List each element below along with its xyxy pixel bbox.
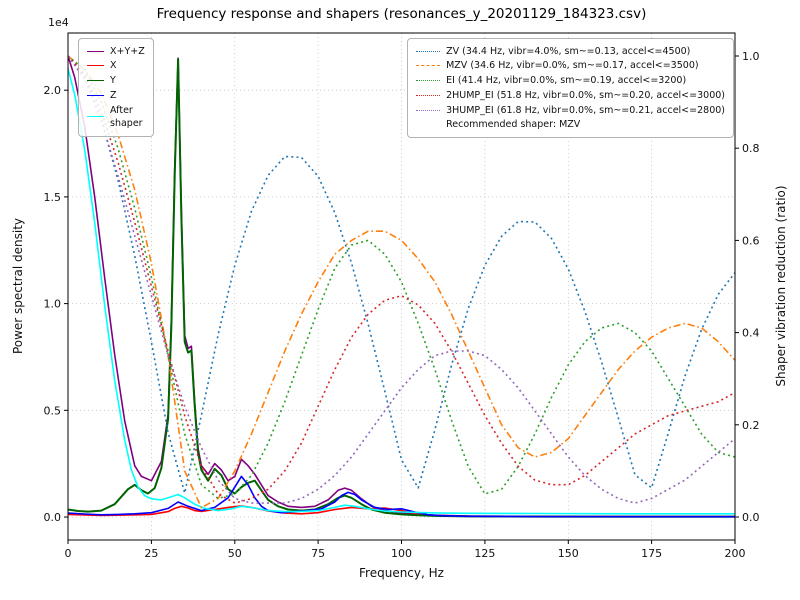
- svg-text:175: 175: [641, 547, 662, 560]
- legend-item-x: X: [87, 59, 145, 72]
- svg-text:200: 200: [725, 547, 746, 560]
- svg-text:2.0: 2.0: [44, 84, 62, 97]
- y-axis-right-label: Shaper vibration reduction (ratio): [774, 185, 788, 387]
- legend-item-zv: ZV (34.4 Hz, vibr=4.0%, sm~=0.13, accel<…: [416, 45, 725, 58]
- line-swatch-z: [87, 95, 104, 97]
- svg-text:1.0: 1.0: [44, 298, 62, 311]
- legend-item-ei: EI (41.4 Hz, vibr=0.0%, sm~=0.19, accel<…: [416, 74, 725, 87]
- svg-text:50: 50: [228, 547, 242, 560]
- x-axis-label: Frequency, Hz: [359, 566, 444, 580]
- legend-item-recommended: Recommended shaper: MZV: [416, 118, 725, 131]
- y-axis-left-label: Power spectral density: [11, 217, 25, 355]
- legend-item-y: Y: [87, 74, 145, 87]
- legend-item-z: Z: [87, 89, 145, 102]
- svg-text:1.0: 1.0: [742, 50, 760, 63]
- line-swatch-2hump-ei: [416, 95, 441, 97]
- svg-text:125: 125: [474, 547, 495, 560]
- legend-label-ei: EI (41.4 Hz, vibr=0.0%, sm~=0.19, accel<…: [446, 75, 687, 87]
- recommended-shaper-note: Recommended shaper: MZV: [446, 119, 581, 131]
- svg-text:100: 100: [391, 547, 412, 560]
- shaper-legend: ZV (34.4 Hz, vibr=4.0%, sm~=0.13, accel<…: [407, 38, 734, 139]
- line-swatch-y: [87, 80, 104, 82]
- line-swatch-xyz: [87, 50, 104, 52]
- svg-text:75: 75: [311, 547, 325, 560]
- svg-text:0.6: 0.6: [742, 234, 760, 247]
- line-swatch-3hump-ei: [416, 109, 441, 111]
- line-swatch-zv: [416, 50, 441, 52]
- legend-label-y: Y: [110, 75, 116, 87]
- chart-title: Frequency response and shapers (resonanc…: [156, 6, 647, 22]
- line-swatch-after-shaper: [87, 116, 104, 118]
- legend-item-xyz: X+Y+Z: [87, 45, 145, 58]
- legend-label-x: X: [110, 60, 117, 72]
- svg-text:0.0: 0.0: [44, 511, 62, 524]
- legend-label-after-shaper: After shaper: [110, 104, 143, 129]
- psd-legend: X+Y+Z X Y Z After shaper: [78, 38, 154, 137]
- legend-label-zv: ZV (34.4 Hz, vibr=4.0%, sm~=0.13, accel<…: [446, 45, 691, 57]
- svg-text:25: 25: [144, 547, 158, 560]
- legend-label-mzv: MZV (34.6 Hz, vibr=0.0%, sm~=0.17, accel…: [446, 60, 699, 72]
- svg-text:0.0: 0.0: [742, 511, 760, 524]
- svg-text:0.2: 0.2: [742, 419, 760, 432]
- legend-item-3hump-ei: 3HUMP_EI (61.8 Hz, vibr=0.0%, sm~=0.21, …: [416, 104, 725, 117]
- svg-text:0.4: 0.4: [742, 327, 760, 340]
- line-swatch-ei: [416, 80, 441, 82]
- legend-item-mzv: MZV (34.6 Hz, vibr=0.0%, sm~=0.17, accel…: [416, 59, 725, 72]
- svg-text:0: 0: [65, 547, 72, 560]
- legend-item-2hump-ei: 2HUMP_EI (51.8 Hz, vibr=0.0%, sm~=0.20, …: [416, 89, 725, 102]
- legend-item-after-shaper: After shaper: [87, 104, 145, 131]
- svg-text:0.5: 0.5: [44, 404, 62, 417]
- svg-text:1.5: 1.5: [44, 191, 62, 204]
- svg-text:0.8: 0.8: [742, 142, 760, 155]
- legend-label-2hump-ei: 2HUMP_EI (51.8 Hz, vibr=0.0%, sm~=0.20, …: [446, 89, 725, 101]
- svg-text:150: 150: [558, 547, 579, 560]
- legend-label-z: Z: [110, 89, 117, 101]
- legend-label-3hump-ei: 3HUMP_EI (61.8 Hz, vibr=0.0%, sm~=0.21, …: [446, 104, 725, 116]
- line-swatch-mzv: [416, 65, 441, 67]
- legend-label-xyz: X+Y+Z: [110, 45, 145, 57]
- y-axis-offset-label: 1e4: [48, 16, 69, 29]
- line-swatch-x: [87, 65, 104, 67]
